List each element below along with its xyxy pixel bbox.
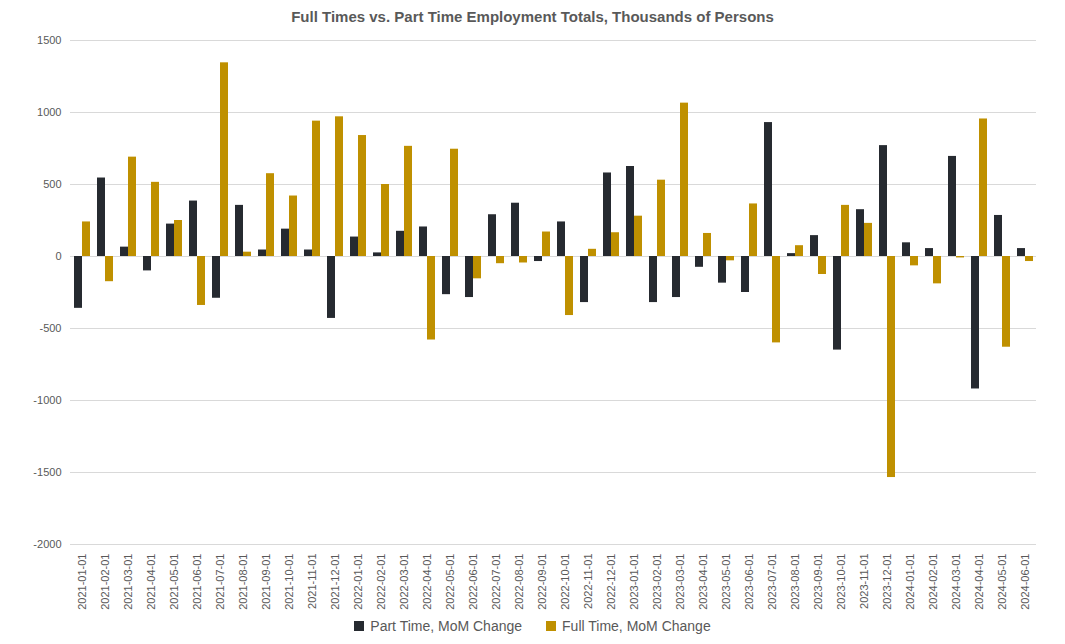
svg-text:2021-05-01: 2021-05-01 [168,554,180,610]
svg-text:2023-02-01: 2023-02-01 [651,554,663,610]
svg-text:1500: 1500 [37,34,61,46]
svg-text:2021-07-01: 2021-07-01 [214,554,226,610]
svg-text:2021-08-01: 2021-08-01 [237,554,249,610]
svg-text:2023-04-01: 2023-04-01 [697,554,709,610]
svg-text:2023-05-01: 2023-05-01 [720,554,732,610]
html-text:Full Times vs. Part Time Emplo: Full Times vs. Part Time Employment Tota… [291,8,774,25]
svg-text:2023-09-01: 2023-09-01 [812,554,824,610]
svg-text:2023-11-01: 2023-11-01 [858,554,870,609]
svg-text:1000: 1000 [37,106,61,118]
svg-text:2022-11-01: 2022-11-01 [582,554,594,609]
svg-text:2021-02-01: 2021-02-01 [99,554,111,610]
svg-text:2022-02-01: 2022-02-01 [375,554,387,610]
svg-text:2023-08-01: 2023-08-01 [789,554,801,610]
svg-text:2022-08-01: 2022-08-01 [513,554,525,610]
svg-text:-500: -500 [39,322,61,334]
svg-text:2024-05-01: 2024-05-01 [996,554,1008,610]
svg-text:2021-06-01: 2021-06-01 [191,554,203,610]
svg-text:-1500: -1500 [33,466,61,478]
svg-text:2021-10-01: 2021-10-01 [283,554,295,610]
svg-text:2023-06-01: 2023-06-01 [743,554,755,610]
svg-text:2024-04-01: 2024-04-01 [973,554,985,610]
svg-text:-2000: -2000 [33,538,61,550]
svg-text:500: 500 [43,178,61,190]
svg-text:2023-01-01: 2023-01-01 [628,554,640,610]
svg-text:2022-07-01: 2022-07-01 [490,554,502,610]
svg-text:2022-06-01: 2022-06-01 [467,554,479,610]
html-text:Part Time, MoM Change: Part Time, MoM Change [370,618,523,634]
svg-text:2021-11-01: 2021-11-01 [306,554,318,609]
svg-text:2022-05-01: 2022-05-01 [444,554,456,610]
svg-text:2021-03-01: 2021-03-01 [122,554,134,610]
svg-text:2021-09-01: 2021-09-01 [260,554,272,610]
svg-text:2022-09-01: 2022-09-01 [536,554,548,610]
svg-text:2024-06-01: 2024-06-01 [1019,554,1031,610]
html-text:Full Time, MoM Change: Full Time, MoM Change [562,618,711,634]
svg-text:2023-10-01: 2023-10-01 [835,554,847,610]
svg-text:2021-12-01: 2021-12-01 [329,554,341,610]
svg-text:2022-10-01: 2022-10-01 [559,554,571,610]
svg-text:2023-12-01: 2023-12-01 [881,554,893,610]
svg-text:2022-03-01: 2022-03-01 [398,554,410,610]
svg-text:2023-03-01: 2023-03-01 [674,554,686,610]
svg-text:2021-04-01: 2021-04-01 [145,554,157,610]
svg-text:2024-02-01: 2024-02-01 [927,554,939,610]
svg-text:0: 0 [55,250,61,262]
svg-text:2023-07-01: 2023-07-01 [766,554,778,610]
svg-text:2024-01-01: 2024-01-01 [904,554,916,610]
svg-text:2022-04-01: 2022-04-01 [421,554,433,610]
svg-text:2022-12-01: 2022-12-01 [605,554,617,610]
svg-text:2022-01-01: 2022-01-01 [352,554,364,610]
svg-text:2021-01-01: 2021-01-01 [76,554,88,610]
svg-text:2024-03-01: 2024-03-01 [950,554,962,610]
svg-text:-1000: -1000 [33,394,61,406]
